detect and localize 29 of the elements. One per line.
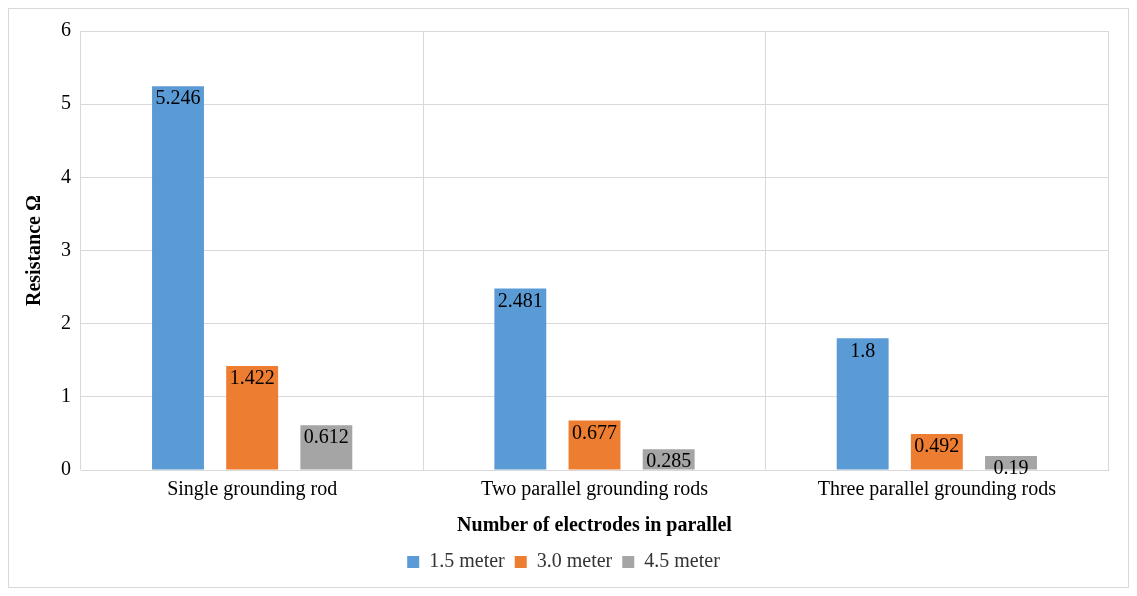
y-axis-title: Resistance Ω: [22, 195, 45, 306]
y-tick-label: 5: [61, 91, 71, 114]
data-label: 0.19: [993, 456, 1029, 479]
data-label: 0.285: [646, 449, 692, 472]
y-tick-label: 4: [61, 164, 71, 187]
bar: [152, 86, 204, 470]
bar: [836, 338, 889, 470]
y-tick-label: 0: [61, 457, 71, 480]
bar: [226, 365, 279, 470]
y-tick-label: 3: [61, 237, 71, 260]
data-label: 0.492: [914, 434, 960, 457]
legend-label: 3.0 meter: [536, 549, 613, 572]
legend-label: 1.5 meter: [429, 549, 506, 572]
y-tick-label: 1: [61, 384, 71, 407]
x-axis-title: Number of electrodes in parallel: [457, 513, 733, 537]
data-label: 0.677: [572, 420, 617, 443]
data-label: 0.612: [303, 425, 349, 448]
x-tick-label: Two parallel grounding rods: [481, 477, 709, 501]
x-tick-label: Three parallel grounding rods: [817, 477, 1057, 501]
bar: [494, 288, 547, 470]
data-label: 1.422: [229, 366, 275, 389]
y-tick-label: 6: [61, 18, 71, 41]
data-label: 5.246: [155, 86, 201, 109]
data-label: 1.8: [850, 338, 876, 361]
bar: [300, 425, 353, 470]
y-tick-label: 2: [61, 310, 71, 333]
x-tick-label: Single grounding rod: [167, 477, 338, 501]
legend-label: 4.5 meter: [644, 549, 721, 572]
data-label: 2.481: [497, 288, 543, 311]
